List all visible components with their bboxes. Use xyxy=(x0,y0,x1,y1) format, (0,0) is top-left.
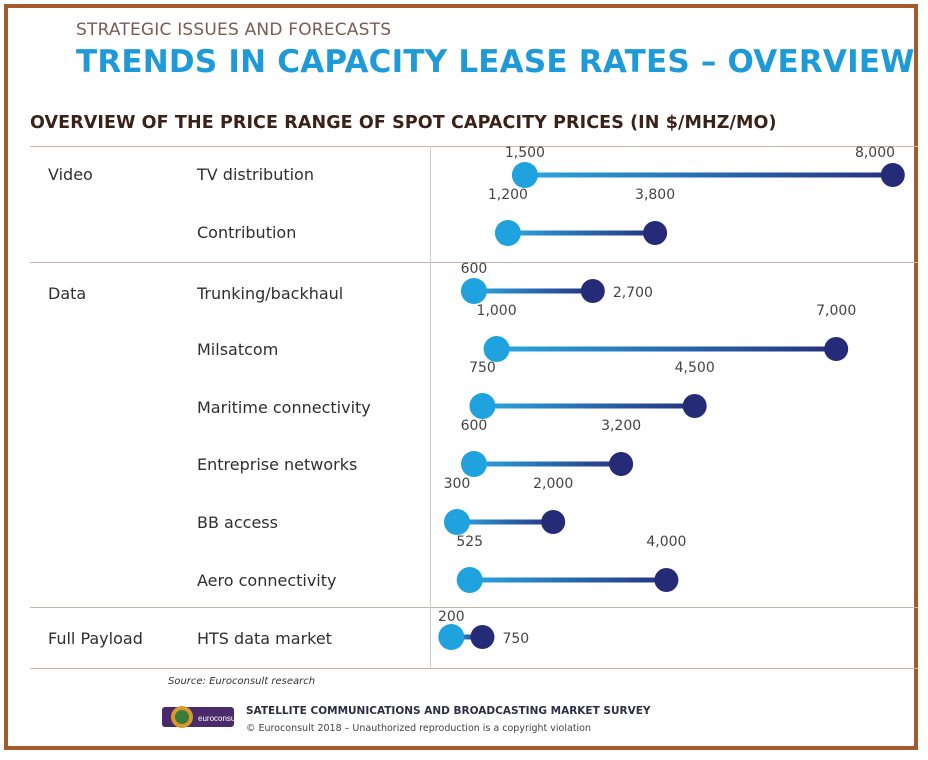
range-bar-entreprise-networks xyxy=(473,461,622,467)
low-point-trunking-backhaul xyxy=(460,278,487,304)
high-point-maritime-connectivity xyxy=(682,394,707,418)
high-label-tv-distribution: 8,000 xyxy=(855,145,895,161)
range-bar-aero-connectivity xyxy=(469,577,667,583)
low-point-milsatcom xyxy=(483,336,510,362)
group-label-full-payload: Full Payload xyxy=(48,629,143,648)
euroconsult-logo: euroconsult xyxy=(162,706,236,728)
page-headline: TRENDS IN CAPACITY LEASE RATES – OVERVIE… xyxy=(76,44,915,80)
low-label-trunking-backhaul: 600 xyxy=(461,261,488,277)
range-bar-bb-access xyxy=(456,519,554,525)
row-label-bb-access: BB access xyxy=(197,513,278,532)
divider-top xyxy=(30,146,918,147)
footer-survey-title: SATELLITE COMMUNICATIONS AND BROADCASTIN… xyxy=(246,705,651,717)
low-point-aero-connectivity xyxy=(456,567,483,593)
row-label-contribution: Contribution xyxy=(197,223,297,242)
row-label-hts-data-market: HTS data market xyxy=(197,629,332,648)
range-bar-hts-data-market xyxy=(451,634,483,640)
low-label-bb-access: 300 xyxy=(444,476,471,492)
high-point-milsatcom xyxy=(824,337,849,361)
high-point-tv-distribution xyxy=(880,163,905,187)
row-label-trunking-backhaul: Trunking/backhaul xyxy=(197,284,344,303)
low-point-bb-access xyxy=(443,509,470,535)
divider-video-data xyxy=(30,262,918,263)
range-bar-contribution xyxy=(507,230,656,236)
high-point-entreprise-networks xyxy=(609,452,634,476)
low-label-milsatcom: 1,000 xyxy=(477,303,517,319)
high-label-milsatcom: 7,000 xyxy=(816,303,856,319)
high-point-aero-connectivity xyxy=(654,568,679,592)
low-label-tv-distribution: 1,500 xyxy=(505,145,545,161)
section-kicker: STRATEGIC ISSUES AND FORECASTS xyxy=(76,20,392,40)
low-point-tv-distribution xyxy=(511,162,538,188)
row-label-tv-distribution: TV distribution xyxy=(197,165,314,184)
row-label-maritime-connectivity: Maritime connectivity xyxy=(197,398,371,417)
low-point-contribution xyxy=(494,220,521,246)
range-bar-maritime-connectivity xyxy=(482,403,695,409)
low-point-hts-data-market xyxy=(438,624,465,650)
high-point-trunking-backhaul xyxy=(580,279,605,303)
source-note: Source: Euroconsult research xyxy=(168,676,316,687)
low-point-entreprise-networks xyxy=(460,451,487,477)
high-label-maritime-connectivity: 4,500 xyxy=(675,360,715,376)
row-label-aero-connectivity: Aero connectivity xyxy=(197,571,337,590)
low-label-hts-data-market: 200 xyxy=(438,609,465,625)
high-label-hts-data-market: 750 xyxy=(502,631,529,647)
divider-bottom xyxy=(30,668,918,669)
high-point-hts-data-market xyxy=(470,625,495,649)
low-label-contribution: 1,200 xyxy=(488,187,528,203)
row-label-milsatcom: Milsatcom xyxy=(197,340,279,359)
high-label-aero-connectivity: 4,000 xyxy=(646,534,686,550)
figure-frame xyxy=(4,4,918,750)
chart-axis-divider xyxy=(430,146,431,668)
logo-wordmark: euroconsult xyxy=(198,714,236,723)
group-label-video: Video xyxy=(48,165,93,184)
high-label-contribution: 3,800 xyxy=(635,187,675,203)
range-bar-tv-distribution xyxy=(524,172,893,178)
low-point-maritime-connectivity xyxy=(469,393,496,419)
low-label-entreprise-networks: 600 xyxy=(461,418,488,434)
divider-data-payload xyxy=(30,607,918,608)
row-label-entreprise-networks: Entreprise networks xyxy=(197,455,358,474)
high-point-bb-access xyxy=(541,510,566,534)
high-label-entreprise-networks: 3,200 xyxy=(601,418,641,434)
high-point-contribution xyxy=(643,221,668,245)
high-label-bb-access: 2,000 xyxy=(533,476,573,492)
range-bar-milsatcom xyxy=(496,346,837,352)
low-label-maritime-connectivity: 750 xyxy=(469,360,496,376)
low-label-aero-connectivity: 525 xyxy=(456,534,483,550)
group-label-data: Data xyxy=(48,284,87,303)
footer-copyright: © Euroconsult 2018 – Unauthorized reprod… xyxy=(246,723,592,734)
chart-title: OVERVIEW OF THE PRICE RANGE OF SPOT CAPA… xyxy=(30,113,777,133)
high-label-trunking-backhaul: 2,700 xyxy=(613,285,653,301)
range-bar-trunking-backhaul xyxy=(473,288,593,294)
